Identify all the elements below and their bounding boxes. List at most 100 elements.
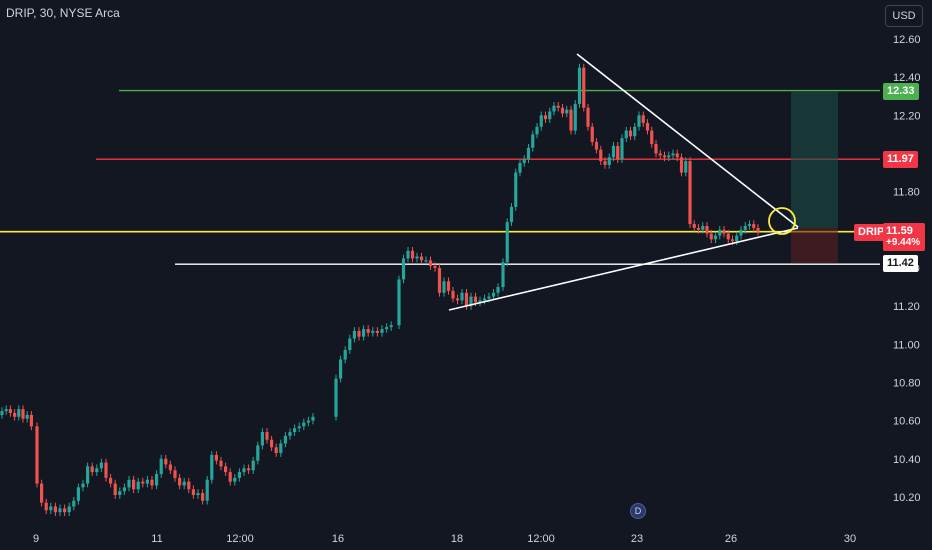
candle[interactable] [178, 474, 182, 490]
candle[interactable] [224, 462, 228, 476]
candle[interactable] [389, 321, 393, 331]
candle[interactable] [99, 458, 103, 473]
candle[interactable] [44, 498, 48, 515]
candle[interactable] [565, 105, 569, 118]
candle[interactable] [433, 262, 437, 272]
candle[interactable] [756, 224, 760, 236]
candle[interactable] [375, 327, 379, 337]
candle[interactable] [270, 435, 274, 452]
candle[interactable] [251, 456, 255, 475]
candle[interactable] [362, 325, 366, 341]
candle[interactable] [752, 220, 756, 232]
candle[interactable] [205, 475, 209, 505]
candle[interactable] [548, 107, 552, 123]
candle[interactable] [306, 416, 310, 427]
candle[interactable] [256, 441, 260, 465]
candle[interactable] [357, 327, 361, 341]
candle[interactable] [709, 229, 713, 244]
candle[interactable] [611, 142, 616, 162]
candle[interactable] [136, 477, 140, 494]
candle[interactable] [573, 100, 577, 135]
candle[interactable] [352, 327, 356, 343]
candle[interactable] [104, 458, 108, 482]
candle[interactable] [501, 258, 505, 291]
candle[interactable] [201, 489, 205, 505]
candle[interactable] [586, 103, 590, 131]
candle[interactable] [469, 292, 473, 310]
candle[interactable] [53, 502, 57, 516]
candle[interactable] [419, 252, 424, 265]
candle[interactable] [21, 405, 25, 423]
candle[interactable] [4, 405, 8, 415]
candle[interactable] [132, 475, 136, 494]
candle[interactable] [582, 63, 586, 112]
candle[interactable] [127, 475, 131, 492]
candle[interactable] [662, 151, 667, 162]
candle[interactable] [67, 502, 71, 516]
candle[interactable] [437, 264, 442, 297]
currency-button[interactable]: USD [885, 5, 923, 27]
candle[interactable] [428, 256, 433, 270]
candle[interactable] [283, 432, 287, 448]
candle[interactable] [599, 145, 603, 165]
candle[interactable] [210, 451, 214, 484]
candle[interactable] [63, 504, 67, 516]
candle[interactable] [191, 485, 195, 499]
candle[interactable] [122, 483, 126, 496]
candle[interactable] [620, 134, 624, 164]
candle[interactable] [535, 122, 539, 139]
candle[interactable] [0, 407, 4, 419]
candle[interactable] [569, 105, 573, 135]
candle[interactable] [415, 252, 419, 263]
candle[interactable] [288, 428, 292, 440]
candle[interactable] [81, 479, 85, 492]
candle[interactable] [705, 222, 709, 238]
candle[interactable] [460, 288, 464, 305]
candle[interactable] [539, 111, 543, 131]
candle[interactable] [155, 470, 159, 490]
candle[interactable] [410, 246, 415, 263]
candle[interactable] [118, 487, 122, 499]
candle[interactable] [446, 277, 451, 295]
candle[interactable] [624, 126, 628, 143]
candle[interactable] [478, 296, 482, 307]
candle[interactable] [406, 246, 410, 263]
candle[interactable] [616, 142, 620, 164]
candle[interactable] [95, 464, 99, 476]
candle[interactable] [684, 157, 688, 177]
candle[interactable] [531, 130, 535, 152]
candle[interactable] [722, 225, 726, 238]
candle[interactable] [747, 220, 752, 230]
candle[interactable] [173, 466, 177, 482]
candle[interactable] [679, 153, 684, 177]
candle[interactable] [237, 468, 241, 482]
candle[interactable] [701, 222, 705, 234]
candle[interactable] [334, 374, 338, 421]
candle[interactable] [607, 153, 611, 169]
candle[interactable] [150, 475, 154, 490]
candle[interactable] [242, 464, 246, 476]
candle[interactable] [543, 111, 548, 123]
candle[interactable] [526, 143, 531, 164]
candle[interactable] [496, 283, 500, 297]
candle[interactable] [451, 287, 455, 303]
candle[interactable] [650, 126, 654, 148]
candle[interactable] [518, 159, 522, 177]
candle[interactable] [233, 474, 237, 486]
candle[interactable] [628, 126, 633, 141]
candle[interactable] [692, 220, 696, 232]
candle[interactable] [560, 103, 565, 118]
candle[interactable] [13, 409, 17, 421]
candle[interactable] [168, 460, 172, 475]
candle[interactable] [645, 119, 650, 135]
candle[interactable] [522, 155, 526, 167]
candle[interactable] [577, 63, 582, 108]
candle[interactable] [401, 254, 406, 284]
candle[interactable] [29, 411, 33, 431]
candle[interactable] [145, 475, 149, 488]
candle[interactable] [696, 224, 701, 234]
candle[interactable] [366, 325, 370, 337]
candle[interactable] [442, 277, 446, 297]
candle[interactable] [667, 151, 671, 162]
